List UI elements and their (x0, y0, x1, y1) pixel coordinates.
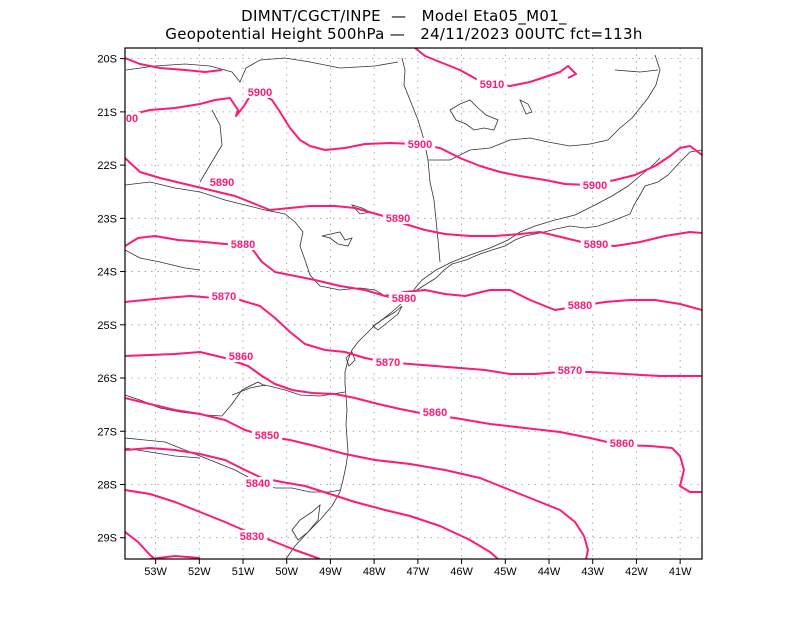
x-tick-label: 52W (188, 566, 211, 578)
x-tick-label: 42W (625, 566, 648, 578)
contour-line (125, 397, 589, 559)
x-tick-label: 47W (407, 566, 430, 578)
y-tick-label: 28S (97, 479, 117, 491)
state-border (199, 109, 223, 183)
y-tick-label: 22S (97, 160, 117, 172)
latitude-axis: 20S 21S 22S 23S 24S 25S 26S 27S 28S 29S (97, 54, 125, 545)
x-tick-label: 43W (581, 566, 604, 578)
chart-title-line-2: Geopotential Height 500hPa — 24/11/2023 … (165, 25, 643, 43)
contour-line (149, 555, 201, 559)
contour-label: 5900 (583, 180, 607, 192)
coastline (285, 149, 702, 559)
x-tick-label: 48W (363, 566, 386, 578)
y-tick-label: 25S (97, 320, 117, 332)
contour-label-bg (372, 356, 404, 368)
y-tick-label: 27S (97, 426, 117, 438)
contour-label-bg (476, 78, 508, 90)
x-tick-label: 50W (275, 566, 298, 578)
contour-line (125, 57, 223, 73)
coastline-bay (372, 305, 403, 331)
state-border (428, 54, 661, 161)
contour-label: 5910 (480, 79, 504, 91)
contour-label: 5850 (255, 430, 279, 442)
x-tick-label: 46W (450, 566, 473, 578)
state-border (125, 181, 396, 301)
contour-label: 5880 (231, 239, 255, 251)
contour-label: 5890 (584, 239, 608, 251)
y-tick-label: 21S (97, 107, 117, 119)
contour-label-bg (227, 238, 259, 250)
contour-label: 5890 (210, 177, 234, 189)
reservoir (321, 231, 353, 247)
contour-label-bg (236, 530, 268, 542)
contour-label-bg (404, 138, 436, 150)
y-tick-label: 23S (97, 213, 117, 225)
state-border (125, 437, 341, 493)
contour-label-bg (419, 406, 451, 418)
coastline-and-borders (125, 54, 702, 559)
contour-line (125, 531, 156, 559)
x-tick-label: 45W (494, 566, 517, 578)
contour-label: 5880 (392, 293, 416, 305)
lat-lon-grid (125, 48, 702, 559)
x-tick-label: 44W (538, 566, 561, 578)
longitude-axis: 53W 52W 51W 50W 49W 48W 47W 46W 45W 44W 43W 42W 41W (144, 559, 692, 578)
contour-label-bg (206, 176, 238, 188)
y-tick-label: 26S (97, 373, 117, 385)
contour-label: 5900 (408, 139, 432, 151)
reservoir (519, 99, 533, 115)
contour-label-bg (388, 292, 420, 304)
contour-label: 5860 (229, 351, 253, 363)
x-tick-label: 51W (232, 566, 255, 578)
state-border (125, 57, 399, 83)
contour-label: 5870 (558, 365, 582, 377)
contour-label-bg (244, 86, 276, 98)
contour-line (125, 295, 702, 377)
country-border (125, 249, 201, 271)
x-tick-label: 41W (669, 566, 692, 578)
contour-label: 5860 (610, 438, 634, 450)
chart-title-line-1: DIMNT/CGCT/INPE — Model Eta05_M01_ (241, 7, 567, 25)
contour-label: 5880 (568, 300, 592, 312)
contour-label: 5870 (212, 291, 236, 303)
y-tick-label: 29S (97, 533, 117, 545)
contour-label-bg (125, 112, 141, 124)
x-tick-label: 49W (319, 566, 342, 578)
contour-label-bg (242, 477, 274, 489)
y-tick-label: 24S (97, 267, 117, 279)
contour-line (414, 48, 577, 87)
contour-line (125, 157, 702, 247)
state-border (401, 157, 661, 304)
reservoir (449, 99, 499, 131)
contour-label-bg (606, 437, 638, 449)
contour-line (125, 489, 321, 559)
contour-label-bg (225, 350, 257, 362)
contour-label: 5890 (386, 213, 410, 225)
contour-label: 5900 (248, 87, 272, 99)
contour-label-bg (251, 429, 283, 441)
contour-label: 5860 (423, 407, 447, 419)
map-frame (124, 47, 703, 560)
contour-label-bg (564, 299, 596, 311)
x-tick-label: 53W (144, 566, 167, 578)
contour-label-bg (580, 238, 612, 250)
contour-label: 5840 (246, 478, 270, 490)
lagoon (291, 503, 321, 541)
state-border (614, 69, 659, 73)
contour-label-bg (579, 179, 611, 191)
state-border (231, 384, 346, 397)
contour-label: 00 (126, 113, 138, 125)
contour-line (125, 93, 702, 186)
contour-label-bg (382, 212, 414, 224)
contour-labels: 00 5900 5910 5900 5890 5890 5900 5890 5880 5880 58… (125, 78, 638, 543)
country-border (125, 381, 266, 417)
contour-line (125, 447, 499, 559)
contour-label-bg (554, 364, 586, 376)
contour-label: 5870 (376, 357, 400, 369)
contour-label: 5830 (240, 531, 264, 543)
y-tick-label: 20S (97, 54, 117, 66)
contour-label-bg (208, 290, 240, 302)
